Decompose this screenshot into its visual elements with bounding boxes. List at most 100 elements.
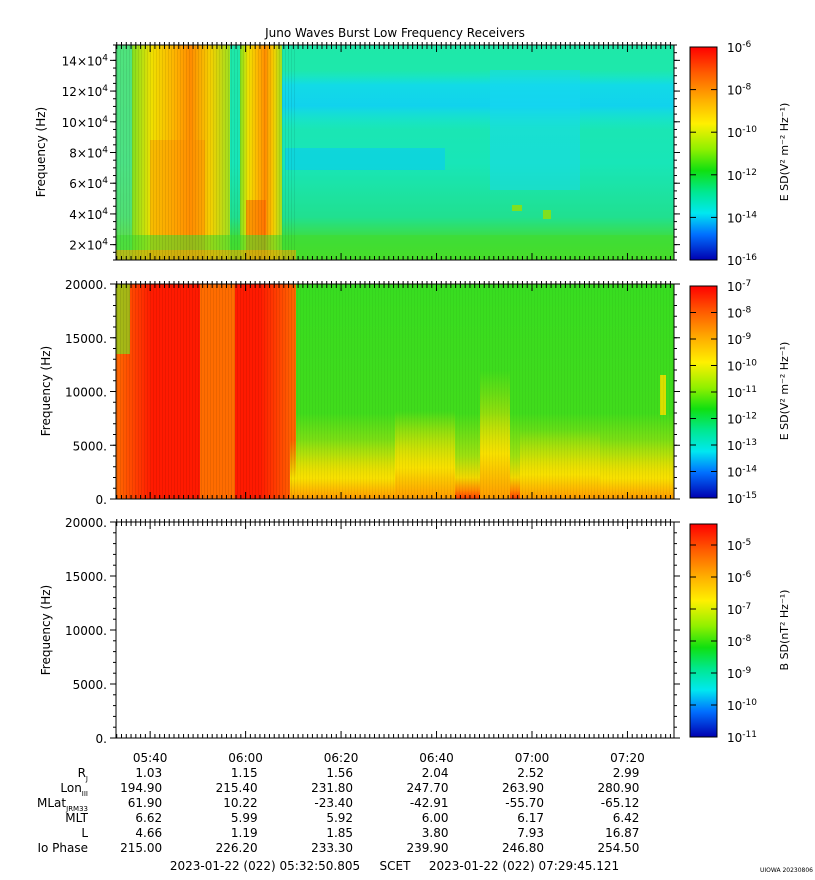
time-tick-label: 06:20 (324, 751, 359, 765)
time-tick-label: 05:40 (133, 751, 168, 765)
time-start: 2023-01-22 (022) 05:32:50.805 (170, 859, 360, 873)
time-tick-label: 07:20 (610, 751, 645, 765)
colorbar-tick-label: 10-16 (727, 253, 757, 268)
ephemeris-value: 6.17 (517, 811, 544, 825)
ephemeris-value: 1.03 (135, 766, 162, 780)
ephemeris-value: 4.66 (135, 826, 162, 840)
ephemeris-row-label: Io Phase (37, 841, 88, 855)
ephemeris-value: 6.00 (422, 811, 449, 825)
y-tick-label: 10000. (65, 624, 107, 638)
ephemeris-value: 233.30 (311, 841, 353, 855)
ephemeris-value: 2.04 (422, 766, 449, 780)
ephemeris-value: 1.56 (326, 766, 353, 780)
ephemeris-row-label: LonIII (60, 781, 88, 798)
ephemeris-row-label: MLT (65, 811, 88, 825)
ephemeris-value: 2.99 (613, 766, 640, 780)
spectrogram-middle (116, 284, 674, 499)
colorbar-ticks-middle: 10-7 10-8 10-9 10-10 10-11 10-12 10-13 10-14 10-… (690, 279, 757, 506)
ephemeris-table: RJ 1.03 1.15 1.56 2.04 2.52 2.99 LonIII 194.90 21… (37, 766, 639, 855)
ephemeris-value: 61.90 (128, 796, 162, 810)
y-axis-top: 2×104 4×104 6×104 8×104 10×104 12×104 14×104 (62, 44, 680, 261)
panel-middle: 20000. 15000. 10000. 5000. 0. Frequency (Hz)… (39, 278, 791, 507)
ephemeris-value: 1.15 (231, 766, 258, 780)
ephemeris-value: 226.20 (216, 841, 258, 855)
ephemeris-value: 1.85 (326, 826, 353, 840)
ephemeris-value: 280.90 (597, 781, 639, 795)
ephemeris-value: 2.52 (517, 766, 544, 780)
time-tick-label: 07:00 (515, 751, 550, 765)
colorbar-tick-label: 10-11 (727, 730, 757, 745)
ephemeris-value: 7.93 (517, 826, 544, 840)
ephemeris-value: 1.19 (231, 826, 258, 840)
y-tick-label: 15000. (65, 332, 107, 346)
ephemeris-value: -23.40 (314, 796, 353, 810)
time-scet-label: SCET (380, 859, 412, 873)
spectrogram-top (116, 45, 674, 260)
ephemeris-value: -42.91 (410, 796, 449, 810)
colorbar-tick-label: 10-8 (727, 634, 752, 649)
y-tick-label: 20000. (65, 278, 107, 292)
colorbar-tick-label: 10-10 (727, 359, 757, 374)
chart-title: Juno Waves Burst Low Frequency Receivers (264, 26, 525, 40)
colorbar-tick-label: 10-8 (727, 83, 752, 98)
colorbar-bottom (689, 523, 718, 738)
ephemeris-value: 3.80 (422, 826, 449, 840)
plot-frame-bottom (115, 521, 675, 739)
colorbar-label-bottom: B SD(nT² Hz⁻¹) (778, 590, 791, 671)
ephemeris-row-label: MLatJRM33 (37, 796, 88, 813)
colorbar-tick-label: 10-12 (727, 412, 757, 427)
y-tick-label: 12×104 (62, 84, 109, 99)
ephemeris-value: 247.70 (407, 781, 449, 795)
y-tick-label: 14×104 (62, 53, 109, 68)
y-tick-label: 0. (96, 732, 107, 746)
colorbar-tick-label: 10-7 (727, 602, 751, 617)
x-ticks-middle (116, 281, 671, 499)
colorbar-tick-label: 10-14 (727, 210, 757, 225)
y-axis-label-bottom: Frequency (Hz) (39, 585, 53, 676)
colorbar-tick-label: 10-12 (727, 168, 757, 183)
y-tick-label: 15000. (65, 570, 107, 584)
colorbar-ticks-top: 10-6 10-8 10-10 10-12 10-14 10-16 (690, 40, 757, 268)
y-tick-label: 8×104 (69, 146, 108, 161)
colorbar-tick-label: 10-6 (727, 570, 752, 585)
ephemeris-value: 239.90 (407, 841, 449, 855)
colorbar-tick-label: 10-10 (727, 125, 757, 140)
y-tick-label: 10000. (65, 386, 107, 400)
colorbar-tick-label: 10-13 (727, 438, 757, 453)
colorbar-tick-label: 10-15 (727, 491, 757, 506)
x-ticks-top (116, 42, 671, 260)
panel-top: 2×104 4×104 6×104 8×104 10×104 12×104 14×104 F… (34, 40, 791, 268)
time-end: 2023-01-22 (022) 07:29:45.121 (429, 859, 619, 873)
time-tick-label: 06:40 (419, 751, 454, 765)
y-axis-middle: 20000. 15000. 10000. 5000. 0. (65, 278, 680, 507)
ephemeris-value: -55.70 (505, 796, 544, 810)
y-tick-label: 4×104 (69, 207, 108, 222)
panel-bottom: 20000. 15000. 10000. 5000. 0. Frequency (Hz)… (39, 516, 791, 746)
colorbar-top (689, 46, 718, 261)
credit-label: UIOWA 20230806 (760, 867, 813, 874)
ephemeris-value: 6.42 (613, 811, 640, 825)
ephemeris-value: 16.87 (605, 826, 639, 840)
colorbar-tick-label: 10-11 (727, 385, 757, 400)
colorbar-tick-label: 10-14 (727, 465, 757, 480)
time-axis-labels: 05:40 06:00 06:20 06:40 07:00 07:20 (133, 751, 645, 765)
colorbar-label-middle: E SD(V² m⁻² Hz⁻¹) (778, 342, 791, 441)
ephemeris-value: 246.80 (502, 841, 544, 855)
y-axis-label-middle: Frequency (Hz) (39, 346, 53, 437)
y-tick-label: 5000. (73, 439, 107, 453)
colorbar-label-top: E SD(V² m⁻² Hz⁻¹) (778, 103, 791, 202)
y-axis-label-top: Frequency (Hz) (34, 107, 48, 198)
x-ticks-bottom (116, 519, 671, 738)
ephemeris-value: -65.12 (601, 796, 640, 810)
y-tick-label: 20000. (65, 516, 107, 530)
ephemeris-value: 215.40 (216, 781, 258, 795)
colorbar-tick-label: 10-8 (727, 306, 752, 321)
ephemeris-value: 231.80 (311, 781, 353, 795)
y-tick-label: 10×104 (62, 115, 109, 130)
ephemeris-row-label: L (81, 826, 88, 840)
ephemeris-value: 10.22 (223, 796, 257, 810)
ephemeris-value: 254.50 (597, 841, 639, 855)
time-tick-label: 06:00 (228, 751, 263, 765)
colorbar-tick-label: 10-10 (727, 698, 757, 713)
